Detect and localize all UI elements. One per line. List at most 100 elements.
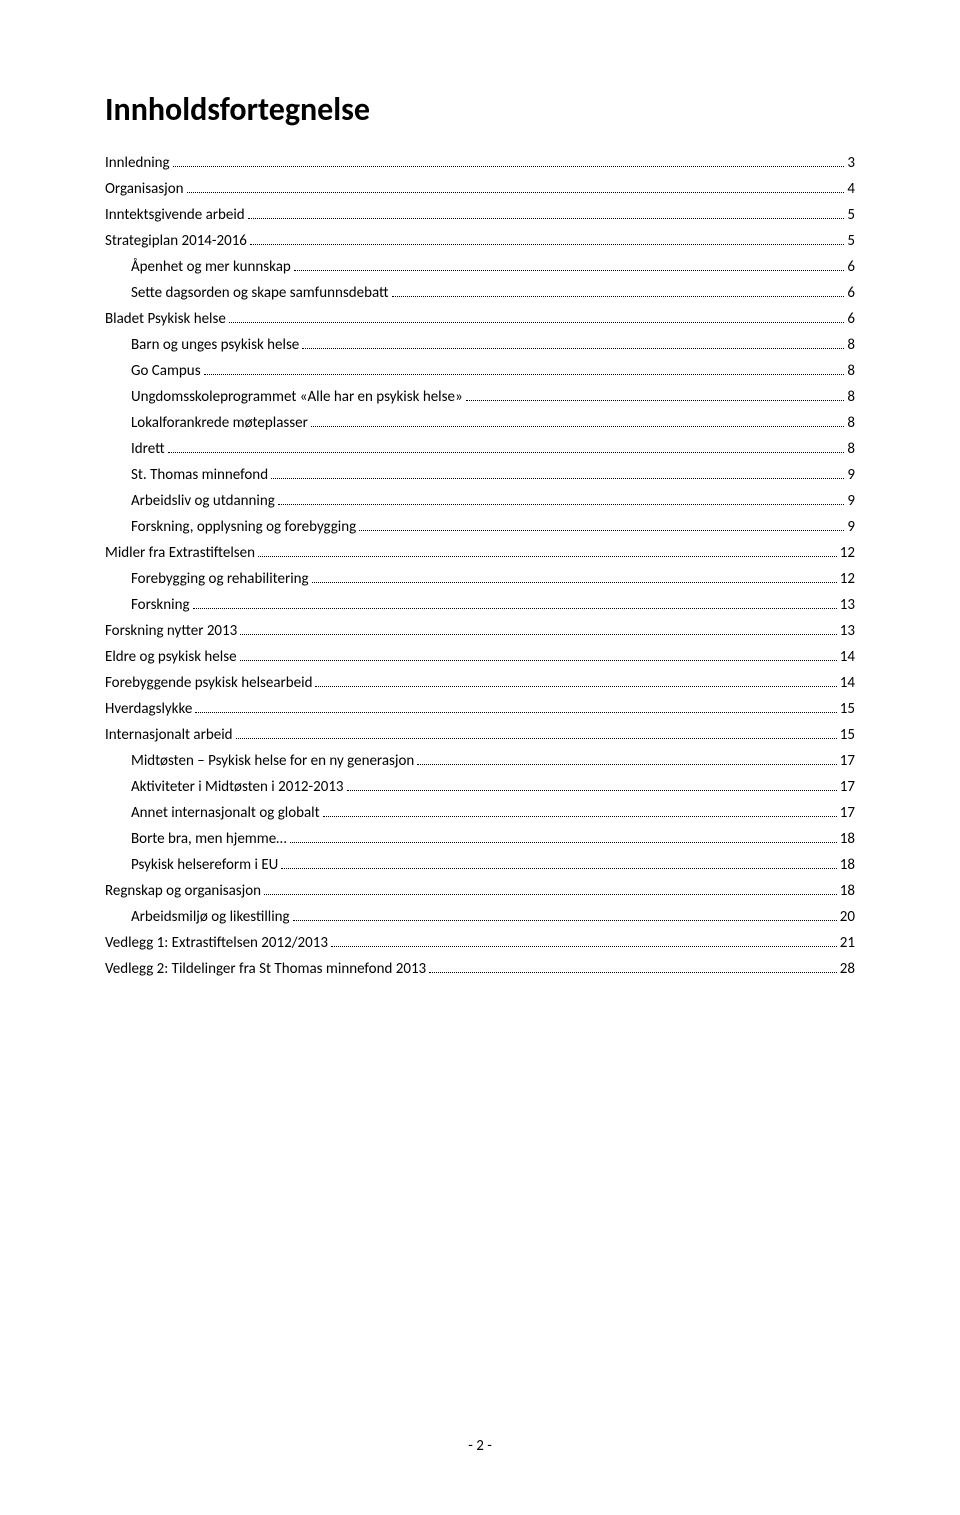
- toc-leader-dots: [290, 842, 837, 843]
- toc-entry-page: 5: [847, 203, 855, 227]
- toc-leader-dots: [258, 556, 837, 557]
- toc-entry[interactable]: Vedlegg 1: Extrastiftelsen 2012/2013 21: [105, 931, 855, 955]
- toc-leader-dots: [311, 426, 845, 427]
- toc-entry-page: 9: [847, 489, 855, 513]
- toc-entry[interactable]: Midtøsten – Psykisk helse for en ny gene…: [105, 749, 855, 773]
- toc-entry-page: 15: [840, 697, 855, 721]
- toc-entry-page: 28: [840, 957, 855, 981]
- toc-entry-label: Annet internasjonalt og globalt: [131, 801, 320, 825]
- toc-entry[interactable]: Arbeidsliv og utdanning 9: [105, 489, 855, 513]
- toc-entry-label: Vedlegg 2: Tildelinger fra St Thomas min…: [105, 957, 426, 981]
- toc-entry[interactable]: Vedlegg 2: Tildelinger fra St Thomas min…: [105, 957, 855, 981]
- toc-leader-dots: [278, 504, 845, 505]
- toc-entry[interactable]: Psykisk helsereform i EU 18: [105, 853, 855, 877]
- toc-entry-page: 9: [847, 515, 855, 539]
- toc-entry[interactable]: Sette dagsorden og skape samfunnsdebatt6: [105, 281, 855, 305]
- toc-leader-dots: [193, 608, 837, 609]
- toc-entry[interactable]: Organisasjon 4: [105, 177, 855, 201]
- page-number: - 2 -: [468, 1437, 492, 1455]
- toc-entry[interactable]: Innledning3: [105, 151, 855, 175]
- toc-entry[interactable]: Forebygging og rehabilitering12: [105, 567, 855, 591]
- toc-leader-dots: [187, 192, 845, 193]
- toc-entry-page: 17: [840, 775, 855, 799]
- toc-entry[interactable]: Aktiviteter i Midtøsten i 2012-2013 17: [105, 775, 855, 799]
- toc-entry-label: Hverdagslykke: [105, 697, 192, 721]
- toc-entry-label: Borte bra, men hjemme…: [131, 827, 287, 851]
- toc-entry-page: 17: [840, 749, 855, 773]
- toc-entry[interactable]: Internasjonalt arbeid15: [105, 723, 855, 747]
- toc-entry[interactable]: St. Thomas minnefond9: [105, 463, 855, 487]
- toc-entry[interactable]: Lokalforankrede møteplasser8: [105, 411, 855, 435]
- toc-entry[interactable]: Go Campus 8: [105, 359, 855, 383]
- toc-entry[interactable]: Hverdagslykke 15: [105, 697, 855, 721]
- toc-entry-label: Forskning: [131, 593, 190, 617]
- toc-entry-page: 12: [840, 541, 855, 565]
- toc-leader-dots: [429, 972, 837, 973]
- toc-entry-page: 12: [840, 567, 855, 591]
- toc-leader-dots: [236, 738, 837, 739]
- toc-entry-label: Regnskap og organisasjon: [105, 879, 261, 903]
- toc-entry[interactable]: Ungdomsskoleprogrammet «Alle har en psyk…: [105, 385, 855, 409]
- toc-leader-dots: [347, 790, 837, 791]
- toc-entry[interactable]: Eldre og psykisk helse14: [105, 645, 855, 669]
- toc-leader-dots: [229, 322, 845, 323]
- toc-entry[interactable]: Forskning nytter 201313: [105, 619, 855, 643]
- toc-entry-page: 18: [840, 853, 855, 877]
- toc-entry[interactable]: Barn og unges psykisk helse 8: [105, 333, 855, 357]
- toc-entry-page: 13: [840, 593, 855, 617]
- toc-entry-page: 18: [840, 827, 855, 851]
- toc-entry[interactable]: Annet internasjonalt og globalt 17: [105, 801, 855, 825]
- toc-entry[interactable]: Bladet Psykisk helse6: [105, 307, 855, 331]
- toc-entry-label: Organisasjon: [105, 177, 184, 201]
- toc-leader-dots: [250, 244, 844, 245]
- toc-entry[interactable]: Forebyggende psykisk helsearbeid14: [105, 671, 855, 695]
- toc-leader-dots: [392, 296, 845, 297]
- toc-entry-label: Bladet Psykisk helse: [105, 307, 226, 331]
- toc-entry[interactable]: Åpenhet og mer kunnskap6: [105, 255, 855, 279]
- toc-entry-label: Arbeidsmiljø og likestilling: [131, 905, 290, 929]
- toc-entry-page: 3: [847, 151, 855, 175]
- toc-entry-page: 14: [840, 645, 855, 669]
- toc-entry[interactable]: Inntektsgivende arbeid5: [105, 203, 855, 227]
- toc-leader-dots: [312, 582, 837, 583]
- toc-entry[interactable]: Midler fra Extrastiftelsen12: [105, 541, 855, 565]
- toc-entry-label: Forskning nytter 2013: [105, 619, 237, 643]
- toc-entry-label: Midtøsten – Psykisk helse for en ny gene…: [131, 749, 414, 773]
- toc-entry-page: 5: [847, 229, 855, 253]
- toc-entry-label: Idrett: [131, 437, 165, 461]
- toc-leader-dots: [264, 894, 837, 895]
- toc-entry-page: 6: [847, 281, 855, 305]
- toc-title: Innholdsfortegnelse: [105, 90, 855, 129]
- toc-entry-label: Aktiviteter i Midtøsten i 2012-2013: [131, 775, 344, 799]
- toc-leader-dots: [417, 764, 837, 765]
- toc-entry[interactable]: Borte bra, men hjemme… 18: [105, 827, 855, 851]
- toc-leader-dots: [240, 634, 837, 635]
- toc-entry-label: Åpenhet og mer kunnskap: [131, 255, 291, 279]
- toc-entry[interactable]: Forskning, opplysning og forebygging9: [105, 515, 855, 539]
- toc-entry-page: 14: [840, 671, 855, 695]
- toc-entry[interactable]: Forskning 13: [105, 593, 855, 617]
- toc-entry-page: 8: [847, 437, 855, 461]
- toc-entry-page: 8: [847, 333, 855, 357]
- toc-entry-label: Arbeidsliv og utdanning: [131, 489, 275, 513]
- toc-entry-page: 21: [840, 931, 855, 955]
- toc-leader-dots: [281, 868, 837, 869]
- toc-entry[interactable]: Strategiplan 2014-20165: [105, 229, 855, 253]
- toc-leader-dots: [271, 478, 844, 479]
- toc-leader-dots: [466, 400, 845, 401]
- toc-entry[interactable]: Idrett 8: [105, 437, 855, 461]
- toc-entry-label: Go Campus: [131, 359, 201, 383]
- toc-entry[interactable]: Arbeidsmiljø og likestilling20: [105, 905, 855, 929]
- toc-entry[interactable]: Regnskap og organisasjon18: [105, 879, 855, 903]
- toc-leader-dots: [323, 816, 837, 817]
- toc-leader-dots: [331, 946, 837, 947]
- toc-entry-label: Barn og unges psykisk helse: [131, 333, 299, 357]
- toc-entry-page: 17: [840, 801, 855, 825]
- toc-leader-dots: [359, 530, 844, 531]
- toc-entry-label: Psykisk helsereform i EU: [131, 853, 278, 877]
- toc-leader-dots: [240, 660, 837, 661]
- toc-entry-page: 4: [847, 177, 855, 201]
- toc-entry-page: 8: [847, 385, 855, 409]
- toc-entry-label: Vedlegg 1: Extrastiftelsen 2012/2013: [105, 931, 328, 955]
- toc-entry-page: 8: [847, 359, 855, 383]
